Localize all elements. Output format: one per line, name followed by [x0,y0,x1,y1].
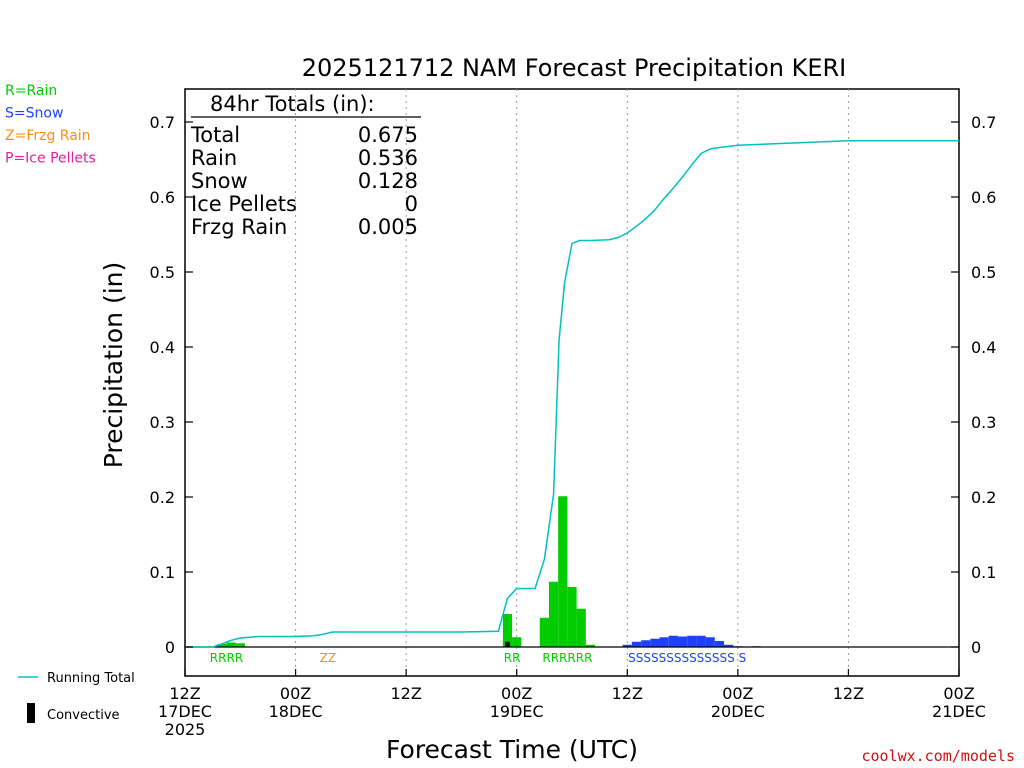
ptype-label-snow: SSSSSSSSSSSSSS S [628,651,746,665]
bar-rain-h35 [502,614,513,647]
bar-rain-h41 [558,496,568,647]
y-tick-label-left: 0.2 [150,488,175,507]
totals-row-value: 0.536 [358,146,418,170]
bar-snow-h53 [668,635,678,647]
bar-snow-h49 [631,641,642,647]
ptype-label-rain: RRRRRR [542,651,592,665]
bar-snow-h52 [659,637,669,647]
totals-row-value: 0.005 [358,215,418,239]
totals-row-label: Frzg Rain [191,215,287,239]
convective-legend-swatch [27,703,35,723]
x-tick-label: 2025 [165,720,206,739]
totals-row-label: Total [190,123,240,147]
legend-ice_pellets: P=Ice Pellets [5,151,96,167]
bar-rain-h5 [226,642,236,647]
x-axis-title: Forecast Time (UTC) [386,735,638,764]
y-tick-label-left: 0 [165,638,175,657]
bar-rain-h6 [235,643,245,647]
legend-frzg_rain: Z=Frzg Rain [5,128,91,144]
convective-bar-h35 [505,641,510,647]
totals-row-label: Snow [191,169,248,193]
totals-row-value: 0.675 [358,123,418,147]
x-tick-label: 12Z [833,684,864,703]
totals-row-value: 0.128 [358,169,418,193]
totals-row-label: Ice Pellets [191,192,297,216]
grid-lines [295,89,849,676]
bar-snow-h51 [650,638,660,647]
y-tick-label-right: 0.2 [971,488,996,507]
y-tick-label-left: 0.6 [150,188,175,207]
legend-snow: S=Snow [5,106,63,122]
x-tick-label: 12Z [169,684,200,703]
bar-snow-h56 [696,635,706,647]
x-tick-label: 20DEC [711,702,765,721]
totals-row-label: Rain [191,146,237,170]
y-tick-label-left: 0.5 [150,263,175,282]
legend-rain: R=Rain [5,83,57,99]
x-tick-label: 12Z [390,684,421,703]
y-axis-left: 0 0.1 0.2 0.3 0.4 0.5 0.6 0.7 [150,113,193,657]
bar-snow-h50 [641,640,651,647]
bottom-legend: Running Total Convective [18,671,135,723]
bar-snow-h48 [622,644,632,647]
bar-snow-h57 [705,637,715,647]
credit-text: coolwx.com/models [861,747,1015,765]
ptype-labels: RRRR ZZ RR RRRRRR SSSSSSSSSSSSSS S [210,651,746,665]
x-tick-label: 00Z [943,684,974,703]
y-axis-right: 0 0.1 0.2 0.3 0.4 0.5 0.6 0.7 [951,113,996,657]
bar-rain-h42 [567,587,577,647]
y-tick-label-right: 0.7 [971,113,996,132]
ptype-label-frzg_rain: ZZ [320,651,336,665]
y-tick-label-right: 0.3 [971,413,996,432]
totals-header: 84hr Totals (in): [210,92,375,116]
y-tick-label-left: 0.4 [150,338,175,357]
chart-title: 2025121712 NAM Forecast Precipitation KE… [302,54,847,82]
plot-frame [184,88,960,677]
y-tick-label-right: 0.4 [971,338,996,357]
ptype-label-rain: RRRR [210,651,243,665]
bar-rain-h44 [585,644,596,647]
y-tick-label-right: 0.1 [971,563,996,582]
totals-row-value: 0 [405,192,418,216]
x-tick-label: 00Z [280,684,311,703]
precip-bars [217,496,761,647]
bar-snow-h59 [724,644,734,647]
y-tick-label-right: 0.5 [971,263,996,282]
x-tick-label: 00Z [501,684,532,703]
x-tick-label: 12Z [612,684,643,703]
bar-snow-h54 [677,636,688,647]
ptype-legend: R=Rain S=Snow Z=Frzg Rain P=Ice Pellets [5,83,96,167]
bar-rain-h36 [512,637,522,647]
convective-legend-label: Convective [47,708,120,723]
x-tick-label: 21DEC [932,702,986,721]
y-tick-label-left: 0.7 [150,113,175,132]
bar-rain-h4 [217,644,227,647]
y-tick-label-right: 0 [971,638,981,657]
running-total-line [185,139,959,648]
bar-rain-h43 [576,608,586,647]
y-tick-label-left: 0.3 [150,413,175,432]
running-total-legend-label: Running Total [47,671,135,686]
x-tick-label: 18DEC [269,702,323,721]
bar-snow-h58 [714,641,725,647]
bar-rain-h40 [548,581,559,647]
y-tick-label-right: 0.6 [971,188,996,207]
totals-box: 84hr Totals (in): Total 0.675 Rain 0.536 Sno… [190,92,421,239]
ptype-label-rain: RR [504,651,521,665]
x-tick-label: 19DEC [490,702,544,721]
convective-bars [505,641,510,647]
x-tick-label: 17DEC [158,702,212,721]
bar-rain-h39 [539,617,549,647]
bar-snow-h55 [687,635,697,647]
x-tick-label: 00Z [722,684,753,703]
y-axis-title: Precipitation (in) [99,262,128,469]
y-tick-label-left: 0.1 [150,563,175,582]
